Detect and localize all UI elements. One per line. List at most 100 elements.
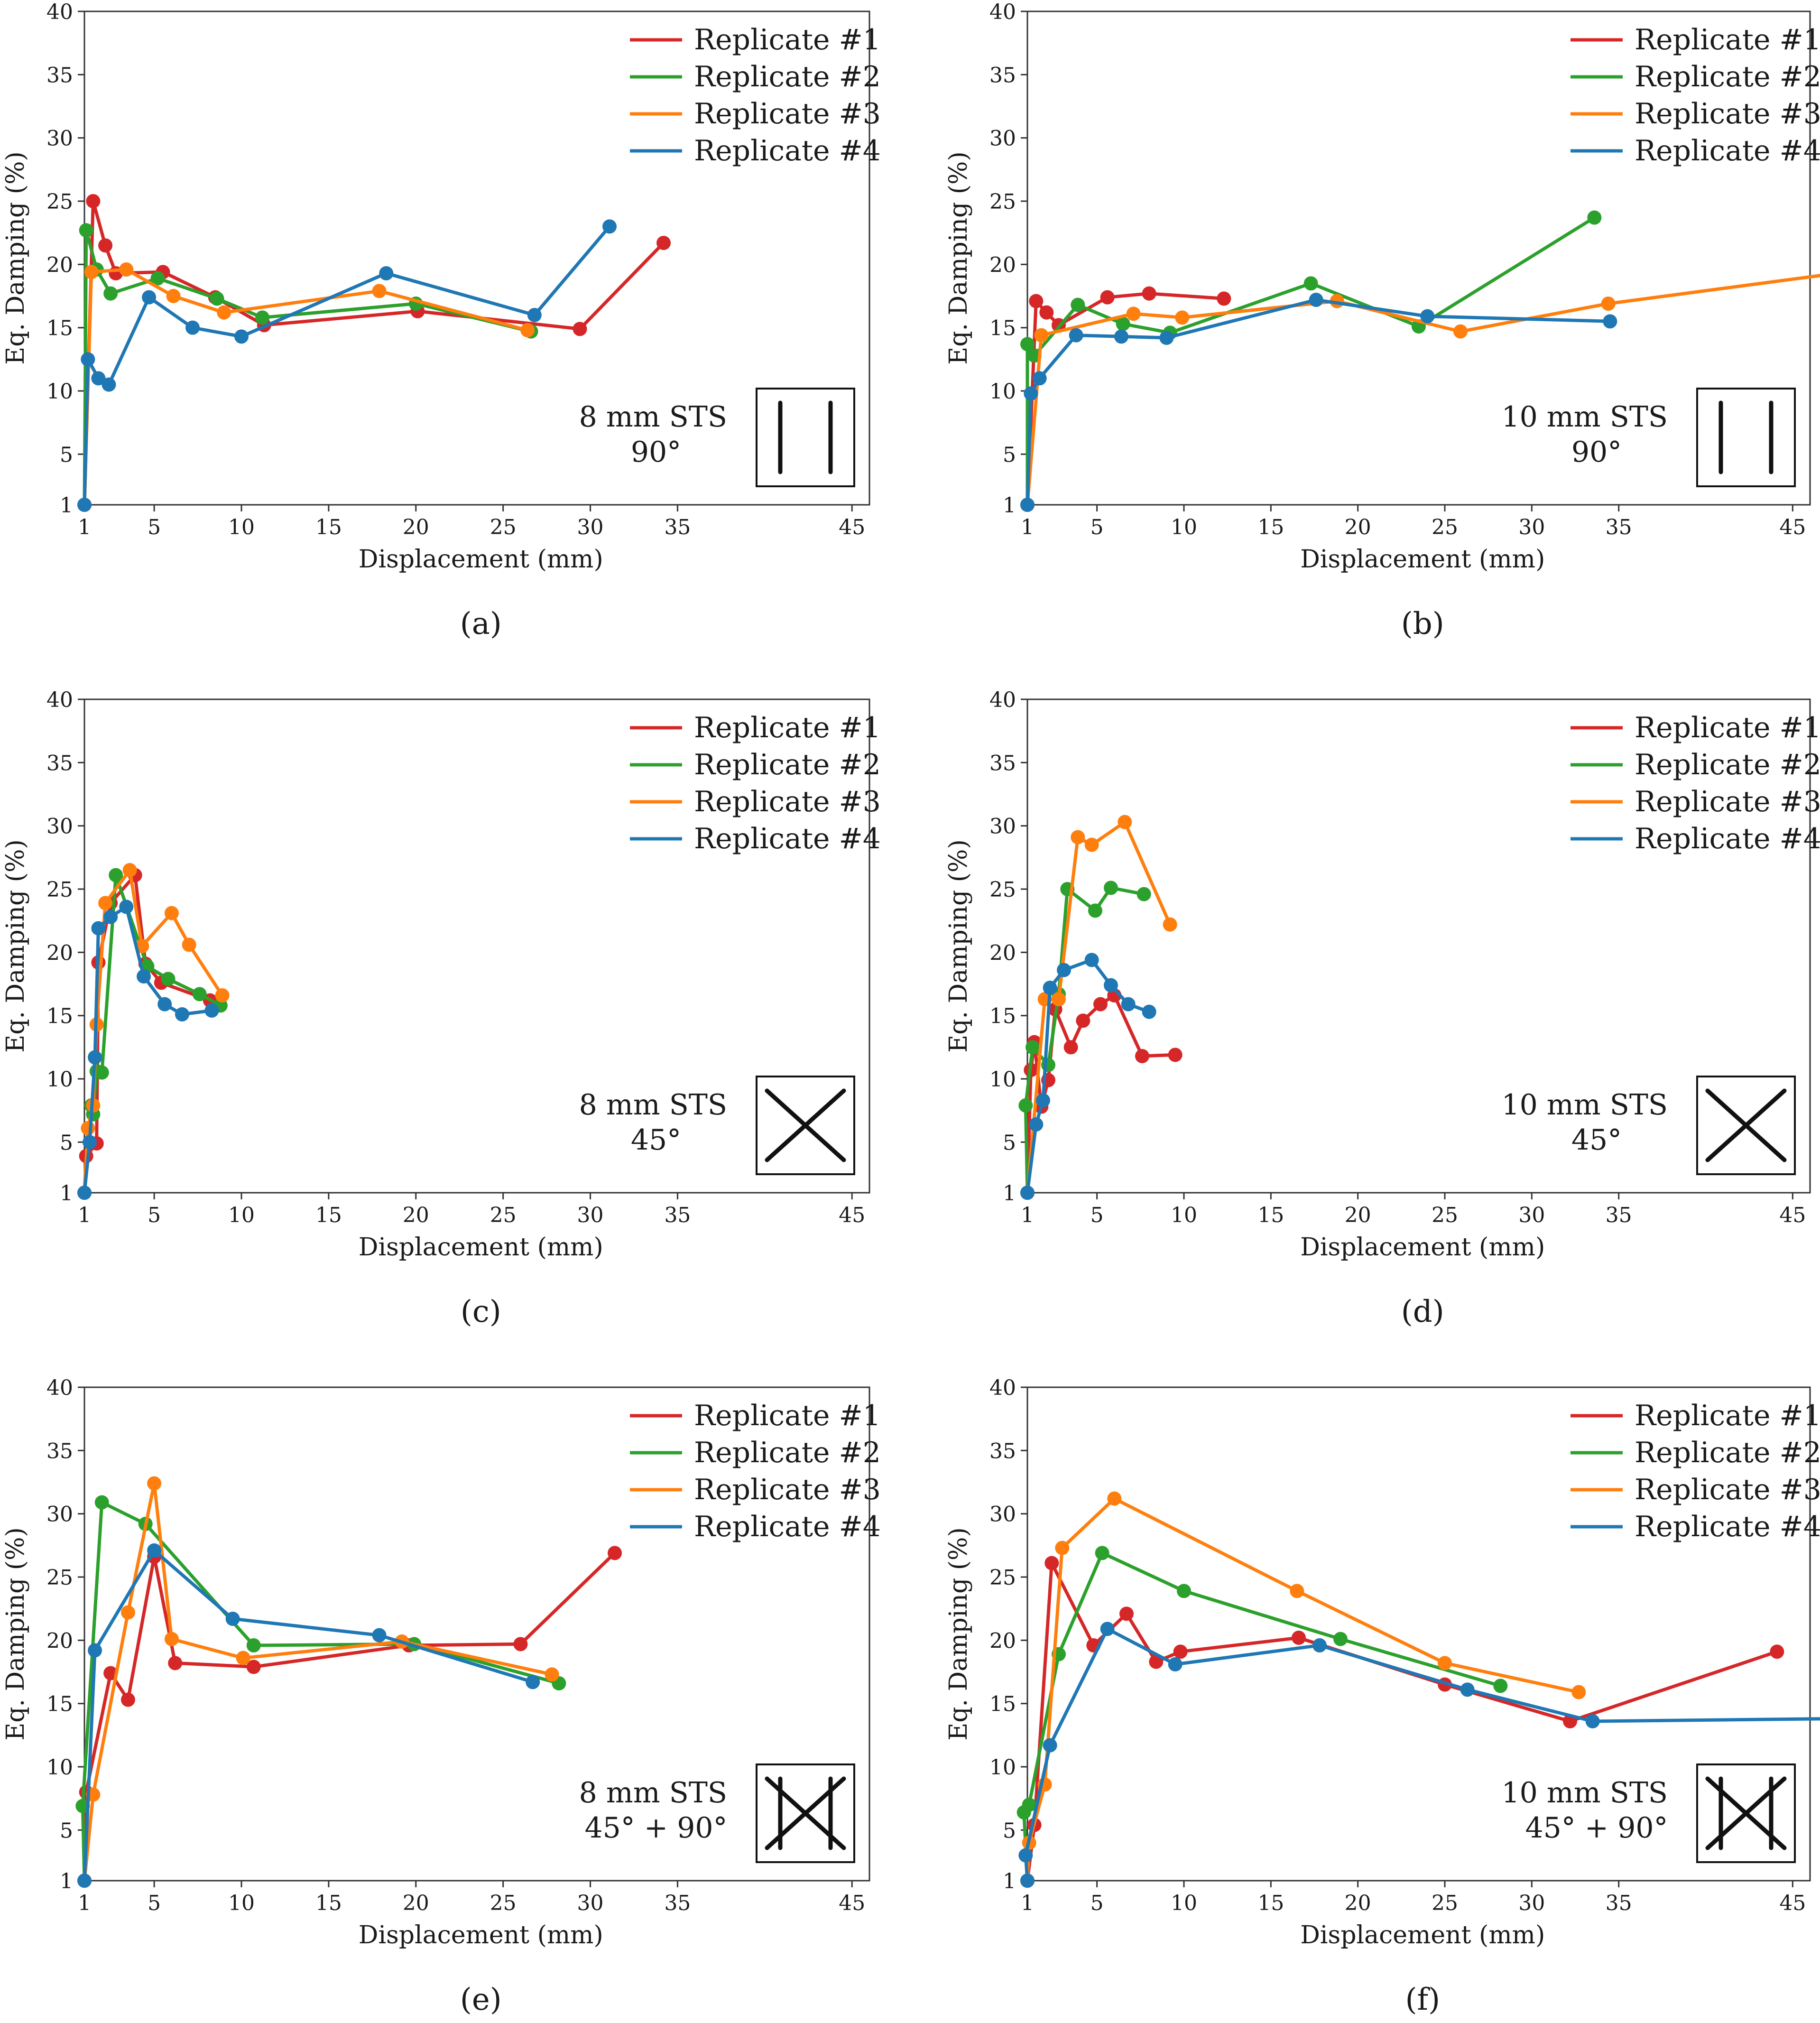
data-point xyxy=(77,1186,92,1200)
data-point xyxy=(1029,294,1044,308)
legend: Replicate #1 Replicate #2 Replicate #3 Repl… xyxy=(630,23,881,167)
y-tick-label: 20 xyxy=(989,941,1016,965)
legend-label: Replicate #3 xyxy=(694,97,881,130)
screw-diagonal xyxy=(765,1776,846,1850)
data-point xyxy=(1217,291,1231,306)
data-point xyxy=(119,900,134,914)
icon-box xyxy=(1696,1076,1796,1175)
annotation-size: 8 mm STS xyxy=(579,1088,727,1122)
series-replicate-2 xyxy=(1020,210,1602,512)
data-point xyxy=(120,1605,135,1620)
x-tick-label: 25 xyxy=(490,1203,517,1227)
data-point xyxy=(1043,981,1057,995)
y-tick-label: 15 xyxy=(46,1692,73,1717)
plot-frame xyxy=(1026,10,1811,506)
x-tick-label: 5 xyxy=(148,1203,161,1227)
data-point xyxy=(1020,498,1035,512)
data-point xyxy=(236,1651,250,1665)
data-point xyxy=(1770,1644,1784,1659)
x-tick-label: 15 xyxy=(315,1891,342,1915)
x-tick-label: 5 xyxy=(1090,515,1104,539)
y-tick-label: 30 xyxy=(46,815,73,839)
data-point xyxy=(545,1667,559,1682)
legend-label: Replicate #2 xyxy=(694,60,881,93)
x-tick-label: 25 xyxy=(1432,515,1458,539)
x-tick-label: 20 xyxy=(403,1891,429,1915)
series-replicate-4 xyxy=(1020,953,1156,1200)
legend-label: Replicate #4 xyxy=(1635,822,1820,855)
icon-box xyxy=(1696,388,1796,487)
y-tick-label: 10 xyxy=(989,1067,1016,1092)
x-tick-label: 45 xyxy=(839,515,865,539)
legend-label: Replicate #3 xyxy=(1635,1473,1820,1506)
legend-label: Replicate #2 xyxy=(1635,748,1820,781)
x-tick-label: 45 xyxy=(1779,1891,1806,1915)
data-point xyxy=(234,329,249,344)
data-point xyxy=(1460,1682,1475,1697)
data-point xyxy=(1309,293,1323,307)
data-point xyxy=(1069,328,1083,343)
x-tick-label: 1 xyxy=(1021,515,1034,539)
x-tick-label: 25 xyxy=(490,515,517,539)
data-point xyxy=(98,896,113,910)
y-tick-label: 1 xyxy=(1003,493,1016,518)
y-tick-label: 5 xyxy=(60,1819,73,1843)
data-point xyxy=(1420,309,1435,324)
y-tick-label: 35 xyxy=(989,751,1016,775)
chart-panel-d: 1 5 10 15 20 25 30 35 451510152025303540Displace… xyxy=(944,688,1820,1329)
annotation-angle: 90° xyxy=(631,436,681,469)
data-point xyxy=(1571,1685,1586,1699)
series-replicate-4 xyxy=(1018,1622,1820,1888)
data-point xyxy=(147,1476,162,1491)
x-tick-label: 25 xyxy=(1432,1891,1458,1915)
x-tick-label: 30 xyxy=(577,515,604,539)
data-point xyxy=(122,863,137,877)
y-tick-label: 20 xyxy=(989,253,1016,277)
data-point xyxy=(1093,997,1108,1011)
y-tick-label: 15 xyxy=(989,1004,1016,1029)
legend-label: Replicate #1 xyxy=(694,23,881,56)
legend-label: Replicate #4 xyxy=(694,1510,881,1543)
data-point xyxy=(1084,837,1099,852)
data-point xyxy=(77,498,92,512)
data-point xyxy=(1024,386,1038,401)
y-tick-label: 1 xyxy=(60,1869,73,1893)
data-point xyxy=(225,1612,240,1626)
data-point xyxy=(1088,903,1102,918)
annotation-angle: 45° xyxy=(631,1123,681,1157)
data-point xyxy=(573,322,587,336)
data-point xyxy=(142,290,157,305)
x-axis-title: Displacement (mm) xyxy=(1300,1921,1545,1949)
legend-label: Replicate #4 xyxy=(694,134,881,167)
data-point xyxy=(103,909,118,924)
y-tick-label: 40 xyxy=(46,1376,73,1400)
data-point xyxy=(168,1656,183,1670)
data-point xyxy=(1119,1606,1134,1621)
x-tick-label: 15 xyxy=(315,515,342,539)
x-tick-label: 1 xyxy=(78,515,91,539)
data-point xyxy=(1039,305,1054,320)
x-axis-title: Displacement (mm) xyxy=(359,1233,603,1262)
chart-panel-e: 1 5 10 15 20 25 30 35 451510152025303540Displace… xyxy=(1,1376,881,2017)
data-point xyxy=(150,271,165,286)
y-tick-label: 25 xyxy=(989,1566,1016,1590)
x-tick-label: 1 xyxy=(78,1203,91,1227)
series-line xyxy=(83,1551,616,1881)
data-point xyxy=(1126,306,1141,321)
chart-panel-b: 1 5 10 15 20 25 30 35 451510152025303540Displace… xyxy=(944,0,1820,641)
data-point xyxy=(77,1874,92,1888)
data-point xyxy=(1142,1004,1156,1019)
data-point xyxy=(1585,1714,1600,1728)
data-point xyxy=(255,310,270,325)
x-tick-label: 1 xyxy=(78,1891,91,1915)
x-tick-label: 30 xyxy=(1518,1891,1545,1915)
y-tick-label: 20 xyxy=(46,1629,73,1653)
data-point xyxy=(246,1638,261,1652)
series-replicate-4 xyxy=(1020,293,1617,512)
data-point xyxy=(1168,1657,1183,1671)
x-tick-label: 35 xyxy=(1606,1203,1632,1227)
data-point xyxy=(1149,1654,1164,1669)
data-point xyxy=(1601,297,1616,311)
plot-frame xyxy=(1026,698,1811,1194)
